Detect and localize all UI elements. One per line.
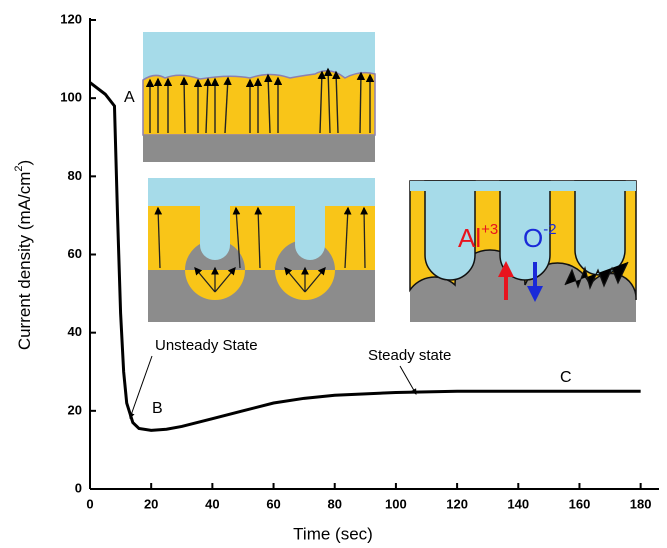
x-tick-label: 20	[144, 496, 158, 511]
x-tick-label: 40	[205, 496, 219, 511]
y-tick-label: 20	[68, 402, 82, 417]
data-line	[89, 81, 641, 432]
x-tick-label: 120	[446, 496, 468, 511]
y-tick-label: 120	[60, 11, 82, 26]
y-tick-label: 80	[68, 168, 82, 183]
y-axis-title-end: )	[15, 160, 34, 166]
y-axis-title-main: Current density (mA/cm	[15, 172, 34, 351]
annotation-arrow	[128, 355, 153, 419]
inset-uniform-growth	[142, 32, 376, 162]
inset-pore-nucleation	[148, 178, 375, 322]
o-charge: -2	[543, 221, 556, 238]
x-tick-label: 100	[385, 496, 407, 511]
annotation-arrow	[399, 365, 417, 395]
annotation: C	[560, 369, 572, 386]
y-tick-label: 40	[68, 324, 82, 339]
al-text: Al	[458, 223, 481, 253]
x-tick-label: 0	[86, 496, 93, 511]
al-charge: +3	[481, 221, 498, 238]
x-tick-label: 180	[630, 496, 652, 511]
annotation: Steady state	[368, 347, 451, 364]
inset-steady-pores: Al+3 O-2	[409, 180, 637, 322]
x-tick-label: 160	[569, 496, 591, 511]
x-tick-label: 140	[507, 496, 529, 511]
x-axis-title: Time (sec)	[293, 524, 373, 543]
x-tick-label: 60	[266, 496, 280, 511]
ion-label: O-2	[523, 221, 557, 253]
y-tick-label: 60	[68, 246, 82, 261]
annotation: A	[124, 89, 135, 106]
x-tick-label: 80	[327, 496, 341, 511]
o-text: O	[523, 223, 543, 253]
y-tick-label: 0	[75, 480, 82, 495]
annotation: B	[152, 400, 163, 417]
y-axis-title-sup: 2	[13, 166, 25, 172]
ion-label: Al+3	[458, 221, 498, 253]
annotation: Unsteady State	[155, 337, 258, 354]
y-axis-title: Current density (mA/cm2)	[13, 160, 35, 350]
y-tick-label: 100	[60, 90, 82, 105]
